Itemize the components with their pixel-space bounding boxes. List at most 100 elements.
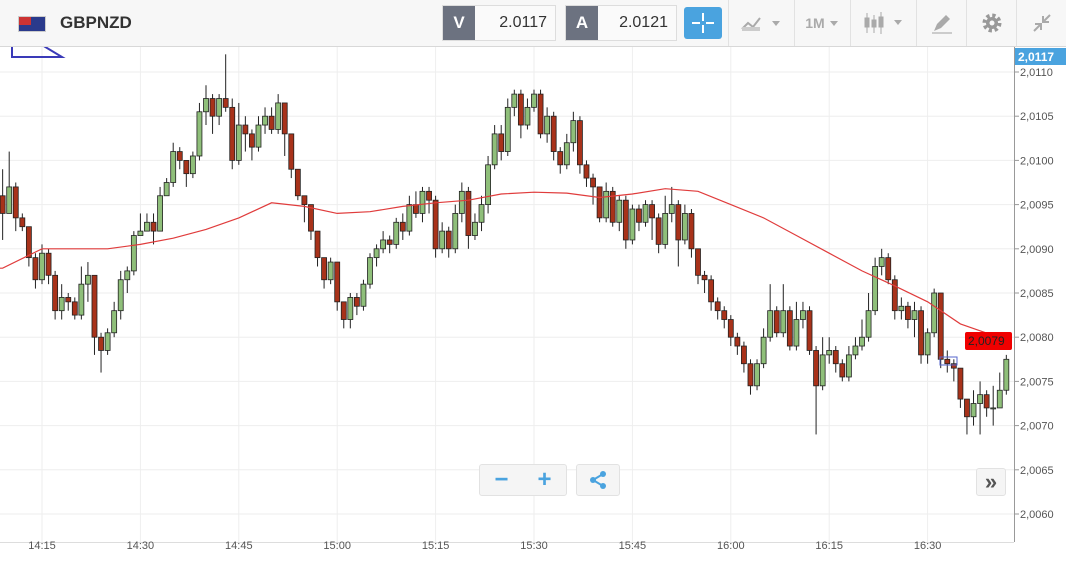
- ask-price-button[interactable]: A 2.0121: [565, 5, 677, 41]
- settings-button[interactable]: [966, 0, 1016, 46]
- candle: [426, 186, 432, 214]
- candle-body: [111, 310, 118, 334]
- candle-body: [832, 350, 839, 365]
- bid-price-button[interactable]: V 2.0117: [442, 5, 556, 41]
- candle: [367, 253, 373, 289]
- candle: [688, 209, 695, 258]
- candle-body: [65, 297, 72, 303]
- candle: [786, 306, 793, 351]
- candle: [570, 111, 577, 152]
- x-tick-label: 15:45: [619, 540, 647, 552]
- candle-body: [865, 310, 872, 338]
- candle-body: [970, 403, 977, 418]
- candle-body: [937, 292, 944, 360]
- candle-body: [189, 155, 196, 175]
- toolbar: GBPNZD V 2.0117 A 2.0121 1M: [0, 0, 1066, 47]
- candle-body: [52, 274, 59, 312]
- candle-body: [681, 213, 688, 241]
- zoom-out-button[interactable]: −: [494, 466, 509, 493]
- candle-body: [163, 182, 170, 197]
- candle-body: [695, 248, 701, 276]
- candle: [852, 337, 859, 360]
- candle: [157, 186, 163, 232]
- candle: [655, 213, 662, 254]
- triangle-drawing[interactable]: [11, 47, 66, 58]
- last-price-tag-text: 2,0079: [968, 334, 1005, 348]
- chevron-down-icon: [829, 21, 838, 26]
- moving-average-line: [0, 188, 1007, 341]
- candle: [859, 319, 865, 351]
- candle: [25, 226, 32, 267]
- candle: [537, 89, 544, 139]
- candle: [878, 248, 885, 276]
- candle: [275, 94, 282, 134]
- line-chart-icon: [740, 17, 780, 31]
- zoom-in-button[interactable]: +: [537, 466, 552, 493]
- price-chart[interactable]: 2,0060 2,0065 2,0070 2,0075 2,0080 2,0085 2,00…: [0, 47, 1066, 561]
- timeframe-button[interactable]: 1M: [794, 0, 850, 46]
- chart-type-button[interactable]: [728, 0, 794, 46]
- candle: [872, 257, 879, 316]
- candle: [970, 390, 977, 426]
- candle: [386, 235, 393, 254]
- candle-body: [885, 257, 892, 281]
- candle-body: [498, 133, 505, 152]
- collapse-button[interactable]: [1016, 0, 1066, 46]
- candle: [944, 350, 951, 373]
- candle-body: [472, 221, 478, 236]
- candle-body: [590, 177, 596, 188]
- candle-body: [636, 208, 642, 223]
- candle-body: [117, 279, 124, 312]
- candle-body: [675, 204, 682, 241]
- scroll-to-end-button[interactable]: »: [976, 468, 1006, 496]
- candle-body: [465, 190, 472, 236]
- draw-tools-button[interactable]: [916, 0, 966, 46]
- candle: [439, 222, 446, 254]
- x-tick-label: 14:45: [225, 540, 253, 552]
- candle-body: [734, 336, 741, 347]
- candle-body: [203, 98, 209, 113]
- candle-body: [852, 345, 859, 356]
- crosshair-button[interactable]: [684, 7, 722, 39]
- candle: [478, 195, 485, 232]
- candle: [918, 306, 924, 364]
- candle-body: [130, 235, 137, 272]
- candle: [603, 182, 610, 223]
- bid-value: 2.0117: [499, 14, 547, 31]
- share-button[interactable]: [576, 464, 620, 496]
- candle: [130, 231, 137, 276]
- candle: [590, 173, 596, 205]
- candle: [45, 248, 52, 285]
- candle-body: [918, 310, 924, 356]
- candlestick-button[interactable]: [850, 0, 916, 46]
- candle-body: [242, 124, 249, 135]
- candle: [675, 200, 682, 267]
- candle: [308, 204, 314, 240]
- candle: [104, 328, 111, 355]
- candle-body: [413, 204, 419, 214]
- candle-body: [911, 310, 918, 320]
- y-tick-label: 2,0110: [1020, 67, 1053, 79]
- candle-body: [367, 257, 373, 285]
- candle: [91, 274, 98, 355]
- candle: [255, 116, 262, 152]
- candle: [137, 213, 144, 236]
- candle: [58, 284, 65, 320]
- candle: [964, 398, 970, 435]
- candle: [668, 186, 675, 223]
- candle-body: [577, 120, 583, 166]
- candle-body: [688, 213, 695, 250]
- candle: [249, 129, 255, 161]
- candle: [445, 226, 452, 258]
- candle-body: [793, 319, 800, 347]
- ask-label: A: [566, 6, 598, 40]
- candle-body: [839, 363, 846, 378]
- candle-body: [583, 164, 590, 179]
- candle-body: [996, 389, 1003, 409]
- candle: [937, 292, 944, 369]
- candle: [636, 204, 642, 232]
- candle-body: [819, 354, 826, 387]
- candle: [983, 390, 990, 417]
- pencil-icon: [931, 15, 952, 34]
- y-tick-label: 2,0090: [1020, 244, 1054, 256]
